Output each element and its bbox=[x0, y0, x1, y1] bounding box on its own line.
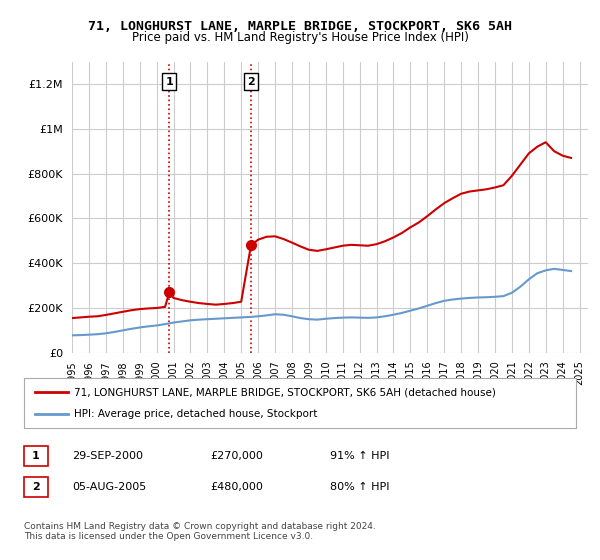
Text: £270,000: £270,000 bbox=[210, 451, 263, 461]
Text: Price paid vs. HM Land Registry's House Price Index (HPI): Price paid vs. HM Land Registry's House … bbox=[131, 31, 469, 44]
Text: 71, LONGHURST LANE, MARPLE BRIDGE, STOCKPORT, SK6 5AH: 71, LONGHURST LANE, MARPLE BRIDGE, STOCK… bbox=[88, 20, 512, 32]
Text: 2: 2 bbox=[32, 482, 40, 492]
Text: 05-AUG-2005: 05-AUG-2005 bbox=[72, 482, 146, 492]
Text: 1: 1 bbox=[166, 77, 173, 87]
Text: 91% ↑ HPI: 91% ↑ HPI bbox=[330, 451, 389, 461]
Text: 29-SEP-2000: 29-SEP-2000 bbox=[72, 451, 143, 461]
Text: 2: 2 bbox=[247, 77, 255, 87]
Text: 1: 1 bbox=[32, 451, 40, 461]
Text: HPI: Average price, detached house, Stockport: HPI: Average price, detached house, Stoc… bbox=[74, 409, 317, 419]
Text: 80% ↑ HPI: 80% ↑ HPI bbox=[330, 482, 389, 492]
Text: 71, LONGHURST LANE, MARPLE BRIDGE, STOCKPORT, SK6 5AH (detached house): 71, LONGHURST LANE, MARPLE BRIDGE, STOCK… bbox=[74, 387, 496, 397]
Text: £480,000: £480,000 bbox=[210, 482, 263, 492]
Text: Contains HM Land Registry data © Crown copyright and database right 2024.
This d: Contains HM Land Registry data © Crown c… bbox=[24, 522, 376, 542]
